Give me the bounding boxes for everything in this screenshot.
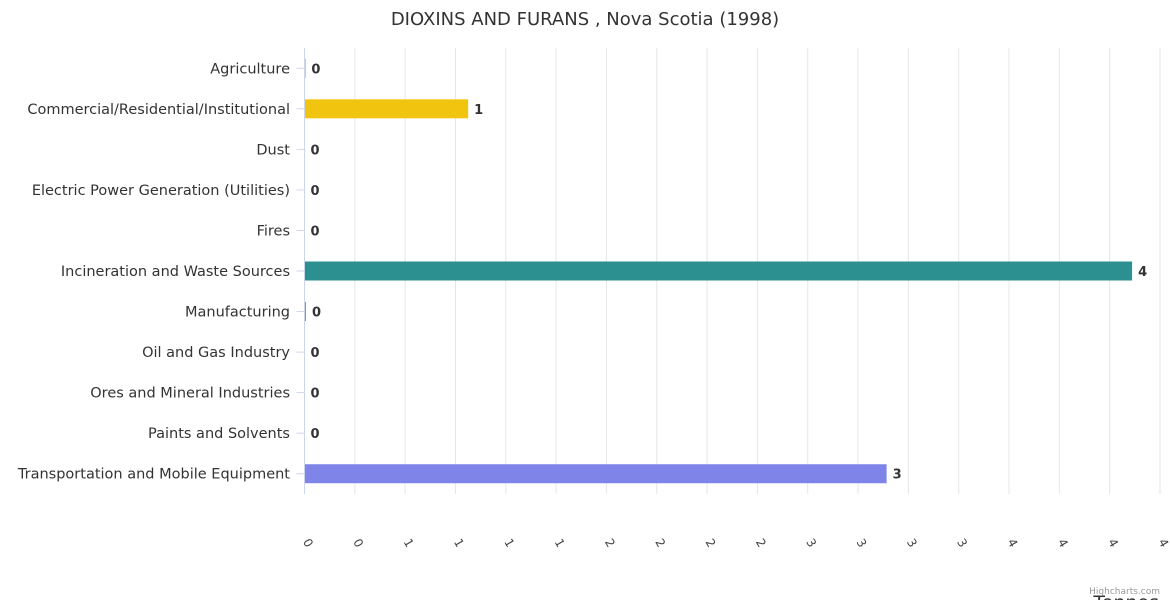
value-tick-label: 2	[753, 536, 769, 550]
value-tick-label: 2	[703, 536, 719, 550]
category-label: Oil and Gas Industry	[142, 345, 290, 361]
category-label: Fires	[257, 223, 290, 239]
chart-title: DIOXINS AND FURANS , Nova Scotia (1998)	[391, 9, 779, 30]
value-tick-label: 4	[1055, 536, 1071, 550]
value-tick-label: 1	[501, 536, 517, 550]
value-tick-label: 1	[401, 536, 417, 550]
category-label: Electric Power Generation (Utilities)	[32, 183, 290, 199]
data-label: 0	[311, 346, 320, 361]
category-label: Incineration and Waste Sources	[61, 264, 290, 280]
category-labels: Agriculture Commercial/Residential/Instit…	[17, 61, 305, 483]
credits-link[interactable]: Highcharts.com	[1089, 587, 1160, 597]
bar[interactable]	[304, 99, 469, 119]
value-tick-label: 2	[602, 536, 618, 550]
value-tick-label: 4	[1005, 536, 1021, 550]
data-label: 0	[311, 143, 320, 158]
category-label: Manufacturing	[185, 305, 290, 321]
category-label: Transportation and Mobile Equipment	[17, 467, 290, 483]
value-tick-label: 1	[552, 536, 568, 550]
value-tick-labels: 0 0 1 1 1 1 2 2 2 2 3 3 3 3 4 4 4 4	[300, 536, 1170, 550]
value-tick-label: 1	[451, 536, 467, 550]
value-axis-title: Tonnes	[1092, 592, 1159, 600]
category-label: Agriculture	[210, 61, 290, 77]
value-tick-label: 0	[300, 536, 316, 550]
value-tick-label: 3	[904, 536, 920, 550]
data-label: 0	[311, 62, 320, 77]
value-tick-label: 4	[1155, 536, 1170, 550]
value-tick-label: 2	[652, 536, 668, 550]
value-tick-label: 3	[854, 536, 870, 550]
data-label: 0	[311, 387, 320, 402]
data-label: 1	[474, 103, 483, 118]
value-tick-label: 0	[350, 536, 366, 550]
category-label: Commercial/Residential/Institutional	[27, 102, 290, 118]
bar[interactable]	[304, 302, 306, 322]
value-tick-label: 3	[954, 536, 970, 550]
category-label: Dust	[256, 142, 290, 158]
bar[interactable]	[304, 261, 1133, 281]
value-tick-label: 4	[1105, 536, 1121, 550]
data-label: 0	[311, 427, 320, 442]
bars	[304, 58, 1133, 484]
data-label: 0	[311, 224, 320, 239]
category-label: Ores and Mineral Industries	[90, 386, 290, 402]
data-labels: 0 1 0 0 0 4 0 0 0 0 3	[311, 62, 1148, 482]
bar[interactable]	[304, 464, 887, 484]
data-label: 0	[311, 184, 320, 199]
data-label: 3	[893, 468, 902, 483]
value-tick-label: 3	[803, 536, 819, 550]
data-label: 0	[312, 306, 321, 321]
data-label: 4	[1138, 265, 1147, 280]
category-label: Paints and Solvents	[148, 426, 290, 442]
